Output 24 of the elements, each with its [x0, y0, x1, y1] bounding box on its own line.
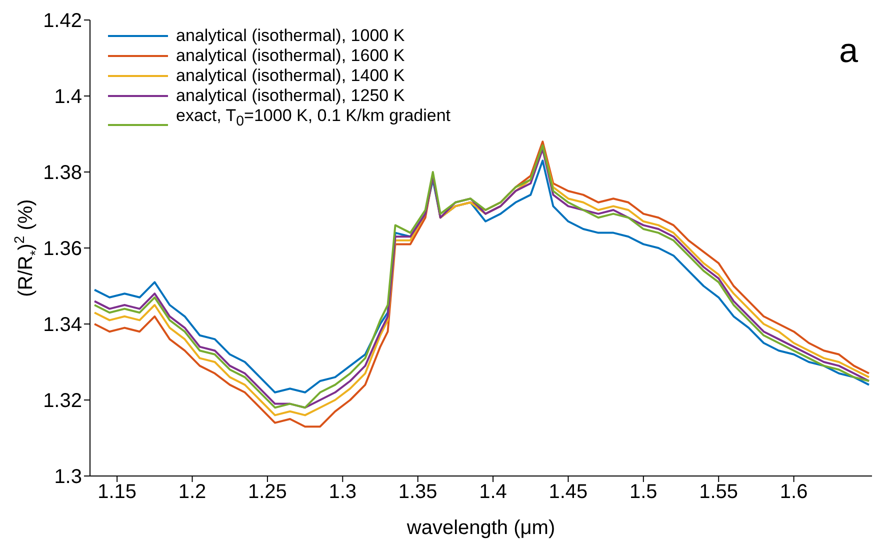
legend-label: exact, T$_{0}$=1000 K, 0.1 K/km gradient	[176, 106, 451, 132]
x-tick-label: 1.15	[98, 481, 137, 504]
y-tick-label: 1.38	[43, 162, 82, 184]
x-tick-label: 1.55	[699, 481, 738, 504]
x-tick-label: 1.2	[178, 481, 206, 504]
x-tick-label: 1.3	[328, 481, 357, 504]
y-tick-label: 1.4	[54, 86, 82, 108]
x-tick-label: 1.4	[479, 481, 507, 504]
legend-label: analytical (isothermal), 1600 K	[176, 46, 405, 66]
y-tick-label: 1.32	[43, 390, 82, 412]
x-axis-title: wavelength (μm)	[406, 517, 556, 539]
legend-label: analytical (isothermal), 1250 K	[176, 86, 405, 106]
x-tick-label: 1.35	[398, 481, 438, 504]
y-tick-label: 1.3	[54, 466, 82, 488]
x-tick-label: 1.5	[630, 481, 658, 504]
y-tick-label: 1.36	[43, 238, 82, 260]
legend-label: analytical (isothermal), 1000 K	[176, 26, 405, 46]
legend-label: analytical (isothermal), 1400 K	[176, 66, 405, 86]
y-tick-label: 1.34	[43, 314, 82, 336]
x-tick-label: 1.6	[780, 481, 808, 504]
y-tick-label: 1.42	[43, 10, 82, 32]
x-tick-label: 1.25	[248, 481, 287, 504]
annotation: a	[839, 32, 858, 71]
x-tick-label: 1.45	[548, 481, 588, 504]
